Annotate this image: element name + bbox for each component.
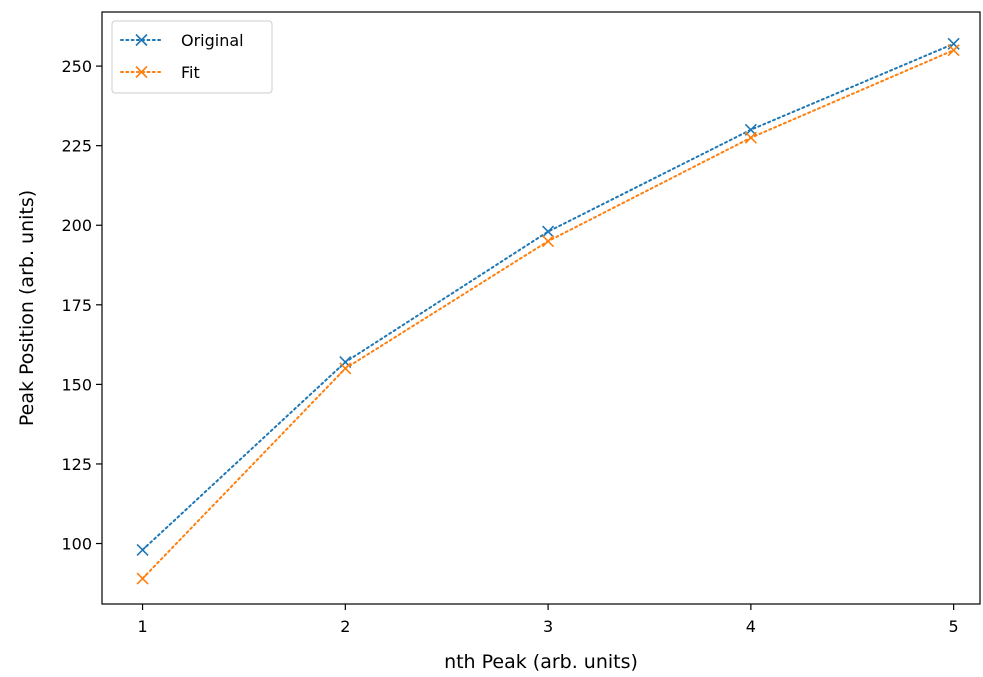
y-axis-label: Peak Position (arb. units) bbox=[16, 190, 38, 426]
legend-marker-fit bbox=[135, 65, 148, 79]
legend-box bbox=[111, 20, 273, 94]
series-layer bbox=[136, 37, 960, 585]
y-tick-label: 150 bbox=[61, 375, 92, 394]
legend-entry-original: Original bbox=[120, 31, 244, 50]
y-tick-label: 125 bbox=[61, 455, 92, 474]
x-tick-label: 2 bbox=[340, 617, 350, 636]
data-point-original bbox=[136, 543, 149, 556]
x-tick-label: 4 bbox=[746, 617, 756, 636]
legend-entry-fit: Fit bbox=[120, 63, 200, 82]
x-tick-label: 3 bbox=[543, 617, 553, 636]
x-axis-label: nth Peak (arb. units) bbox=[444, 651, 638, 673]
y-tick-label: 175 bbox=[61, 296, 92, 315]
y-tick-label: 225 bbox=[61, 137, 92, 156]
legend-marker-original bbox=[135, 33, 148, 47]
series-original bbox=[136, 37, 960, 556]
legend-label-original: Original bbox=[181, 31, 244, 50]
data-point-fit bbox=[947, 44, 960, 57]
y-tick-label: 100 bbox=[61, 535, 92, 554]
y-tick-label: 250 bbox=[61, 57, 92, 76]
data-point-fit bbox=[542, 235, 555, 248]
data-point-fit bbox=[744, 131, 757, 144]
x-axis-ticks: 1 2 3 4 5 bbox=[137, 604, 959, 636]
data-point-original bbox=[542, 225, 555, 238]
x-tick-label: 1 bbox=[137, 617, 147, 636]
plot-area bbox=[102, 12, 980, 604]
series-line-original bbox=[141, 42, 955, 551]
y-axis-ticks: 100 125 150 175 200 225 250 bbox=[61, 57, 102, 554]
legend: Original Fit bbox=[111, 20, 273, 94]
y-tick-label: 200 bbox=[61, 216, 92, 235]
legend-label-fit: Fit bbox=[181, 63, 200, 82]
series-fit bbox=[136, 44, 960, 585]
data-point-fit bbox=[136, 572, 149, 585]
x-tick-label: 5 bbox=[949, 617, 959, 636]
axes-frame bbox=[101, 11, 981, 605]
data-point-fit bbox=[339, 362, 352, 375]
